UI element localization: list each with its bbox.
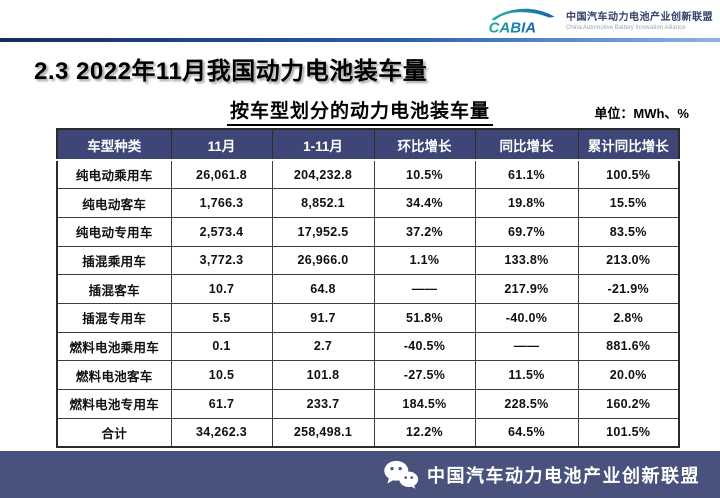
table-row: 燃料电池专用车 61.7 233.7 184.5% 228.5% 160.2% bbox=[56, 389, 680, 419]
table-cell: 10.7 bbox=[170, 274, 273, 304]
table-cell: 61.1% bbox=[474, 159, 579, 190]
table-cell: 5.5 bbox=[170, 302, 273, 333]
table-cell: 0.1 bbox=[170, 331, 273, 362]
logo-names: 中国汽车动力电池产业创新联盟 China Automotive Battery … bbox=[566, 12, 713, 31]
table-cell: 91.7 bbox=[271, 302, 375, 333]
table-cell: 64.8 bbox=[271, 274, 375, 304]
table-cell: 2.7 bbox=[271, 331, 375, 362]
table-cell: 26,966.0 bbox=[271, 245, 375, 276]
table-row: 插混客车 10.7 64.8 —— 217.9% -21.9% bbox=[56, 274, 680, 304]
column-header: 车型种类 bbox=[56, 128, 172, 161]
table-cell: -21.9% bbox=[577, 274, 680, 304]
table-cell: 1,766.3 bbox=[170, 188, 273, 218]
table-row-total: 合计 34,262.3 258,498.1 12.2% 64.5% 101.5% bbox=[56, 417, 680, 448]
battery-installation-table: 车型种类 11月 1-11月 环比增长 同比增长 累计同比增长 纯电动乘用车 26,061.… bbox=[56, 128, 680, 448]
table-cell: 20.0% bbox=[577, 360, 680, 390]
row-label-cell: 燃料电池专用车 bbox=[56, 389, 172, 419]
column-header: 1-11月 bbox=[271, 128, 375, 161]
cabia-logo-icon: CABIA bbox=[489, 8, 555, 37]
table-row: 插混乘用车 3,772.3 26,966.0 1.1% 133.8% 213.0% bbox=[56, 245, 680, 276]
table-cell: 2,573.4 bbox=[170, 216, 273, 247]
table-cell: 15.5% bbox=[577, 188, 680, 218]
table-row: 纯电动专用车 2,573.4 17,952.5 37.2% 69.7% 83.5% bbox=[56, 216, 680, 247]
table-cell: 37.2% bbox=[373, 216, 476, 247]
table-cell: —— bbox=[474, 331, 579, 362]
row-label-cell: 纯电动专用车 bbox=[56, 216, 172, 247]
table-cell: 2.8% bbox=[577, 302, 680, 333]
table-cell: 61.7 bbox=[170, 389, 273, 419]
table-cell: 881.6% bbox=[577, 331, 680, 362]
table-cell: 10.5% bbox=[373, 159, 476, 190]
table-body: 纯电动乘用车 26,061.8 204,232.8 10.5% 61.1% 100.5% 纯… bbox=[56, 159, 680, 448]
table-cell: 228.5% bbox=[474, 389, 579, 419]
column-header: 环比增长 bbox=[373, 128, 476, 161]
table-row: 纯电动客车 1,766.3 8,852.1 34.4% 19.8% 15.5% bbox=[56, 188, 680, 218]
unit-label: 单位：MWh、% bbox=[594, 106, 689, 121]
table-cell: 83.5% bbox=[577, 216, 680, 247]
table-cell: 11.5% bbox=[474, 360, 579, 390]
table-cell: 19.8% bbox=[474, 188, 579, 218]
page-title: 2.3 2022年11月我国动力电池装车量 bbox=[34, 58, 428, 85]
table-cell: -27.5% bbox=[373, 360, 476, 390]
table-row: 燃料电池客车 10.5 101.8 -27.5% 11.5% 20.0% bbox=[56, 360, 680, 390]
row-label-cell: 纯电动乘用车 bbox=[56, 159, 172, 190]
footer-bar: 中国汽车动力电池产业创新联盟 bbox=[0, 451, 720, 498]
wechat-icon bbox=[384, 460, 419, 489]
table-cell: 26,061.8 bbox=[170, 159, 273, 190]
table-cell: 34,262.3 bbox=[170, 417, 273, 448]
row-label-cell: 燃料电池乘用车 bbox=[56, 331, 172, 362]
column-header: 同比增长 bbox=[474, 128, 579, 161]
table-cell: 1.1% bbox=[373, 245, 476, 276]
table-cell: 204,232.8 bbox=[271, 159, 375, 190]
table-cell: 69.7% bbox=[474, 216, 579, 247]
table-cell: 101.8 bbox=[271, 360, 375, 390]
cabia-logo: CABIA 中国汽车动力电池产业创新联盟 China Automotive Ba… bbox=[487, 7, 713, 37]
column-header: 11月 bbox=[170, 128, 273, 161]
table-cell: 133.8% bbox=[474, 245, 579, 276]
table-row: 插混专用车 5.5 91.7 51.8% -40.0% 2.8% bbox=[56, 302, 680, 333]
row-label-cell: 插混专用车 bbox=[56, 302, 172, 333]
table-cell: 34.4% bbox=[373, 188, 476, 218]
table-row: 燃料电池乘用车 0.1 2.7 -40.5% —— 881.6% bbox=[56, 331, 680, 362]
table-cell: 100.5% bbox=[577, 159, 680, 190]
table-cell: 51.8% bbox=[373, 302, 476, 333]
row-label-cell: 插混客车 bbox=[56, 274, 172, 304]
row-label-cell: 插混乘用车 bbox=[56, 245, 172, 276]
header-divider-line bbox=[0, 38, 720, 42]
table-cell: 101.5% bbox=[577, 417, 680, 448]
row-label-cell: 合计 bbox=[56, 417, 172, 448]
table-row: 纯电动乘用车 26,061.8 204,232.8 10.5% 61.1% 100.5% bbox=[56, 159, 680, 190]
table-cell: 3,772.3 bbox=[170, 245, 273, 276]
table-title-row: 按车型划分的动力电池装车量 bbox=[0, 96, 720, 126]
cabia-logo-text: CABIA bbox=[489, 20, 537, 37]
table-cell: 64.5% bbox=[474, 417, 579, 448]
footer-org-name: 中国汽车动力电池产业创新联盟 bbox=[427, 465, 700, 486]
table-cell: 160.2% bbox=[577, 389, 680, 419]
car-roofline-swoosh bbox=[491, 8, 555, 21]
table-cell: 213.0% bbox=[577, 245, 680, 276]
table-cell: 12.2% bbox=[373, 417, 476, 448]
table-cell: 217.9% bbox=[474, 274, 579, 304]
table-cell: —— bbox=[373, 274, 476, 304]
table-cell: 10.5 bbox=[170, 360, 273, 390]
column-header: 累计同比增长 bbox=[577, 128, 680, 161]
row-label-cell: 燃料电池客车 bbox=[56, 360, 172, 390]
table-cell: -40.5% bbox=[373, 331, 476, 362]
table-cell: -40.0% bbox=[474, 302, 579, 333]
table-title: 按车型划分的动力电池装车量 bbox=[226, 96, 493, 126]
table-header: 车型种类 11月 1-11月 环比增长 同比增长 累计同比增长 bbox=[56, 128, 680, 161]
table-cell: 184.5% bbox=[373, 389, 476, 419]
logo-org-name-en: China Automotive Battery Innovation Alli… bbox=[566, 24, 686, 31]
table-cell: 8,852.1 bbox=[271, 188, 375, 218]
table-cell: 233.7 bbox=[271, 389, 375, 419]
table-cell: 17,952.5 bbox=[271, 216, 375, 247]
logo-org-name-cn: 中国汽车动力电池产业创新联盟 bbox=[566, 12, 713, 24]
table-header-row: 车型种类 11月 1-11月 环比增长 同比增长 累计同比增长 bbox=[56, 128, 680, 161]
row-label-cell: 纯电动客车 bbox=[56, 188, 172, 218]
table-cell: 258,498.1 bbox=[271, 417, 375, 448]
